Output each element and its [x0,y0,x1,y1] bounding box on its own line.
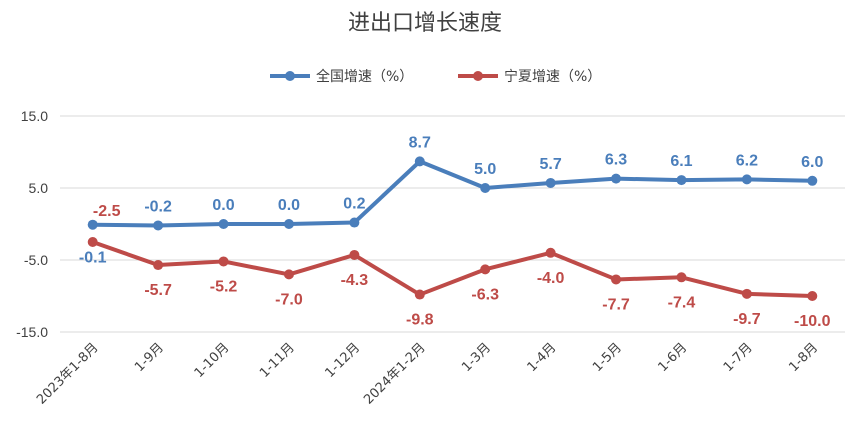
data-point-ningxia [283,269,294,280]
legend: 全国增速（%） 宁夏增速（%） [270,68,601,85]
data-label-national: 6.2 [736,152,758,169]
data-label-ningxia: -7.7 [602,296,630,313]
data-point-national [480,183,491,193]
data-point-national [218,219,229,229]
legend-marker-national [285,71,295,81]
data-label-ningxia: -10.0 [794,313,831,330]
data-point-ningxia [741,288,752,299]
data-point-ningxia [676,272,687,283]
data-label-ningxia: -2.5 [93,203,121,220]
data-label-national: 0.2 [343,196,365,213]
chart-title: 进出口增长速度 [348,11,502,36]
data-point-ningxia [218,256,229,267]
data-labels: -0.1 -0.2 0.0 0.0 0.2 8.7 5.0 5.7 6.3 6.1 6.2 6.0 -2… [79,134,831,330]
data-label-national: -0.2 [144,198,172,215]
data-point-ningxia [611,274,622,285]
data-label-ningxia: -4.3 [341,272,369,289]
x-tick-label: 2023年1-8月 [34,340,101,407]
data-point-national [414,156,425,167]
data-point-ningxia [480,264,491,275]
data-label-ningxia: -9.7 [733,311,761,328]
legend-item-ningxia: 宁夏增速（%） [458,68,601,85]
data-label-ningxia: -6.3 [471,286,499,303]
data-point-national [676,175,687,186]
data-label-ningxia: -7.0 [275,291,303,308]
data-point-ningxia [349,249,360,260]
series-layer [87,156,818,301]
series-line-ningxia [90,240,815,298]
data-label-national: 0.0 [278,197,300,214]
data-point-national [807,175,818,186]
y-tick-label: 5.0 [29,180,49,196]
data-label-national: 5.0 [474,161,496,178]
series-line-national [90,159,815,228]
y-tick-label: 15.0 [21,108,48,124]
data-label-national: 6.0 [801,154,823,171]
data-point-national [283,219,294,229]
data-label-national: 6.1 [670,153,692,170]
x-tick-label: 1-10月 [192,340,233,381]
data-point-national [611,173,622,184]
x-tick-label: 1-11月 [257,340,298,381]
y-axis: 15.0 5.0 -5.0 -15.0 [16,108,48,340]
data-label-national: 6.3 [605,152,627,169]
legend-label-national: 全国增速（%） [316,68,413,85]
x-tick-label: 2024年1-2月 [361,340,428,407]
x-tick-label: 1-9月 [132,340,167,375]
data-label-ningxia: -5.2 [210,278,238,295]
data-point-ningxia [545,247,556,258]
data-point-national [545,177,556,188]
data-label-national: 8.7 [409,134,431,151]
y-tick-label: -15.0 [16,324,48,340]
data-point-national [153,220,164,231]
x-tick-label: 1-4月 [525,340,560,375]
y-tick-label: -5.0 [24,252,48,268]
x-tick-label: 1-6月 [655,340,690,375]
x-tick-label: 1-5月 [590,340,625,375]
x-tick-label: 1-7月 [721,340,756,375]
x-tick-label: 1-8月 [786,340,821,375]
legend-label-ningxia: 宁夏增速（%） [504,68,601,85]
data-label-ningxia: -4.0 [537,270,565,287]
data-label-national: -0.1 [79,250,107,267]
data-point-national [349,217,360,228]
data-point-ningxia [807,291,818,301]
data-label-ningxia: -7.4 [668,294,696,311]
legend-marker-ningxia [473,71,483,81]
data-label-ningxia: -9.8 [406,312,434,329]
data-point-ningxia [153,260,164,271]
x-tick-label: 1-3月 [459,340,494,375]
data-point-national [87,219,98,230]
x-tick-label: 1-12月 [323,340,364,381]
data-point-ningxia [414,289,425,300]
data-label-national: 5.7 [540,156,562,173]
data-point-ningxia [87,237,98,247]
data-label-national: 0.0 [212,197,234,214]
grid-lines [60,115,845,333]
legend-item-national: 全国增速（%） [270,68,413,85]
data-label-ningxia: -5.7 [144,282,172,299]
data-point-national [741,174,752,185]
